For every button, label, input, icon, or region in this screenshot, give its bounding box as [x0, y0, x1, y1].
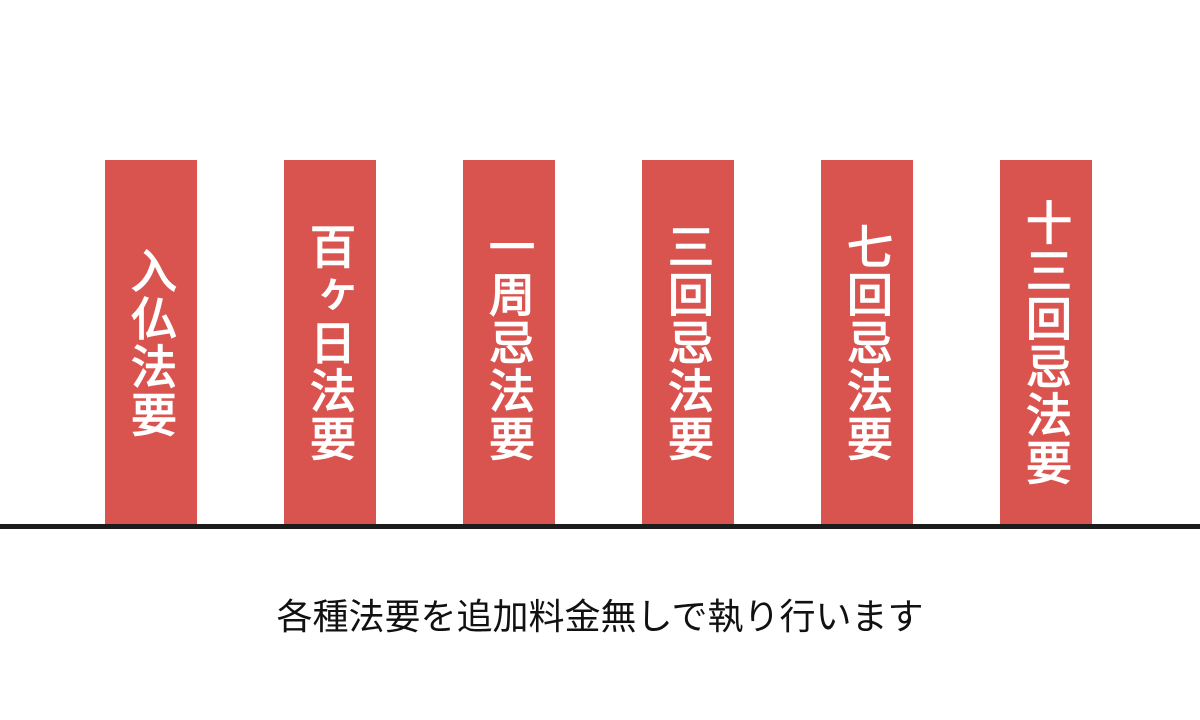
banner-label: 十三回忌法要: [1020, 198, 1072, 487]
banner-hyakkanichi: 百ヶ日法要: [284, 160, 376, 525]
banner-jusankaiki: 十三回忌法要: [1000, 160, 1092, 525]
banner-label: 七回忌法要: [841, 222, 893, 463]
banner-isshuki: 一周忌法要: [463, 160, 555, 525]
baseline-rule: [0, 524, 1200, 529]
banner-label: 一周忌法要: [483, 222, 535, 463]
banner-label: 百ヶ日法要: [304, 222, 356, 463]
banner-label: 入仏法要: [125, 246, 177, 439]
banner-sankaiki: 三回忌法要: [642, 160, 734, 525]
banner-nyubutsu: 入仏法要: [105, 160, 197, 525]
banner-nanakaiki: 七回忌法要: [821, 160, 913, 525]
banner-label: 三回忌法要: [662, 222, 714, 463]
caption-text: 各種法要を追加料金無しで執り行います: [276, 597, 924, 637]
